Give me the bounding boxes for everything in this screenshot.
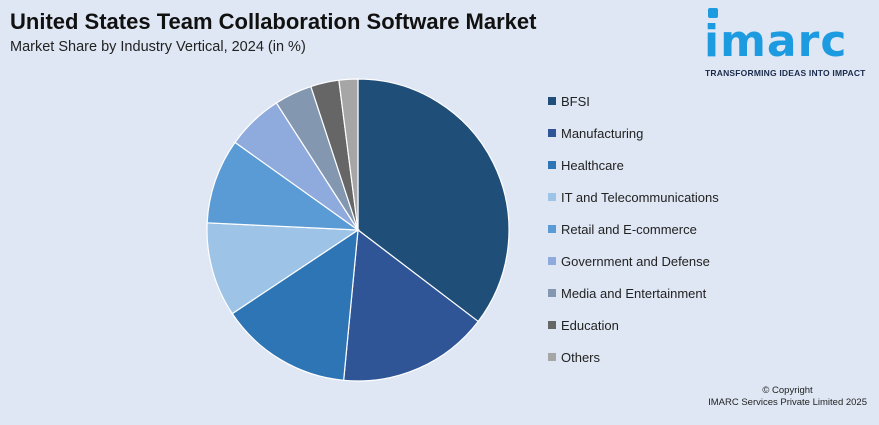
legend-label: Education bbox=[561, 317, 619, 333]
legend-swatch bbox=[548, 129, 556, 137]
legend-item-media-and-entertainment: Media and Entertainment bbox=[548, 285, 719, 301]
legend-swatch bbox=[548, 289, 556, 297]
legend-item-others: Others bbox=[548, 349, 719, 365]
copyright-notice: © Copyright IMARC Services Private Limit… bbox=[708, 385, 867, 409]
imarc-logo: imarc TRANSFORMING IDEAS INTO IMPACT bbox=[700, 6, 872, 81]
legend-item-retail-and-e-commerce: Retail and E-commerce bbox=[548, 221, 719, 237]
legend-item-education: Education bbox=[548, 317, 719, 333]
legend-swatch bbox=[548, 353, 556, 361]
logo-dot-icon bbox=[708, 8, 718, 18]
logo-wordmark: imarc bbox=[704, 16, 848, 67]
legend-swatch bbox=[548, 97, 556, 105]
copyright-line-2: IMARC Services Private Limited 2025 bbox=[708, 397, 867, 408]
legend-swatch bbox=[548, 193, 556, 201]
legend-label: Others bbox=[561, 349, 601, 365]
chart-subtitle: Market Share by Industry Vertical, 2024 … bbox=[10, 39, 306, 55]
logo-tagline: TRANSFORMING IDEAS INTO IMPACT bbox=[705, 68, 866, 78]
legend-label: BFSI bbox=[561, 93, 590, 109]
legend-item-government-and-defense: Government and Defense bbox=[548, 253, 719, 269]
legend-item-bfsi: BFSI bbox=[548, 93, 719, 109]
pie-slice-bfsi bbox=[357, 78, 510, 323]
legend-item-manufacturing: Manufacturing bbox=[548, 125, 719, 141]
pie-slice-healthcare bbox=[231, 228, 359, 381]
legend-swatch bbox=[548, 161, 556, 169]
legend-swatch bbox=[548, 225, 556, 233]
chart-title: United States Team Collaboration Softwar… bbox=[10, 9, 537, 34]
chart-legend: BFSI Manufacturing Healthcare IT and Teleco… bbox=[548, 93, 719, 381]
pie-slice-retail-and-e-commerce bbox=[206, 141, 361, 231]
legend-label: Manufacturing bbox=[561, 125, 644, 141]
legend-item-healthcare: Healthcare bbox=[548, 157, 719, 173]
copyright-line-1: © Copyright bbox=[762, 385, 813, 396]
pie-slice-it-and-telecommunications bbox=[206, 222, 360, 315]
legend-swatch bbox=[548, 257, 556, 265]
pie-slice-manufacturing bbox=[342, 228, 480, 382]
legend-label: Media and Entertainment bbox=[561, 285, 707, 301]
pie-slice-others bbox=[338, 78, 359, 231]
legend-swatch bbox=[548, 321, 556, 329]
legend-label: Retail and E-commerce bbox=[561, 221, 697, 237]
legend-item-it-and-telecommunications: IT and Telecommunications bbox=[548, 189, 719, 205]
legend-label: IT and Telecommunications bbox=[561, 189, 719, 205]
legend-label: Government and Defense bbox=[561, 253, 710, 269]
legend-label: Healthcare bbox=[561, 157, 624, 173]
